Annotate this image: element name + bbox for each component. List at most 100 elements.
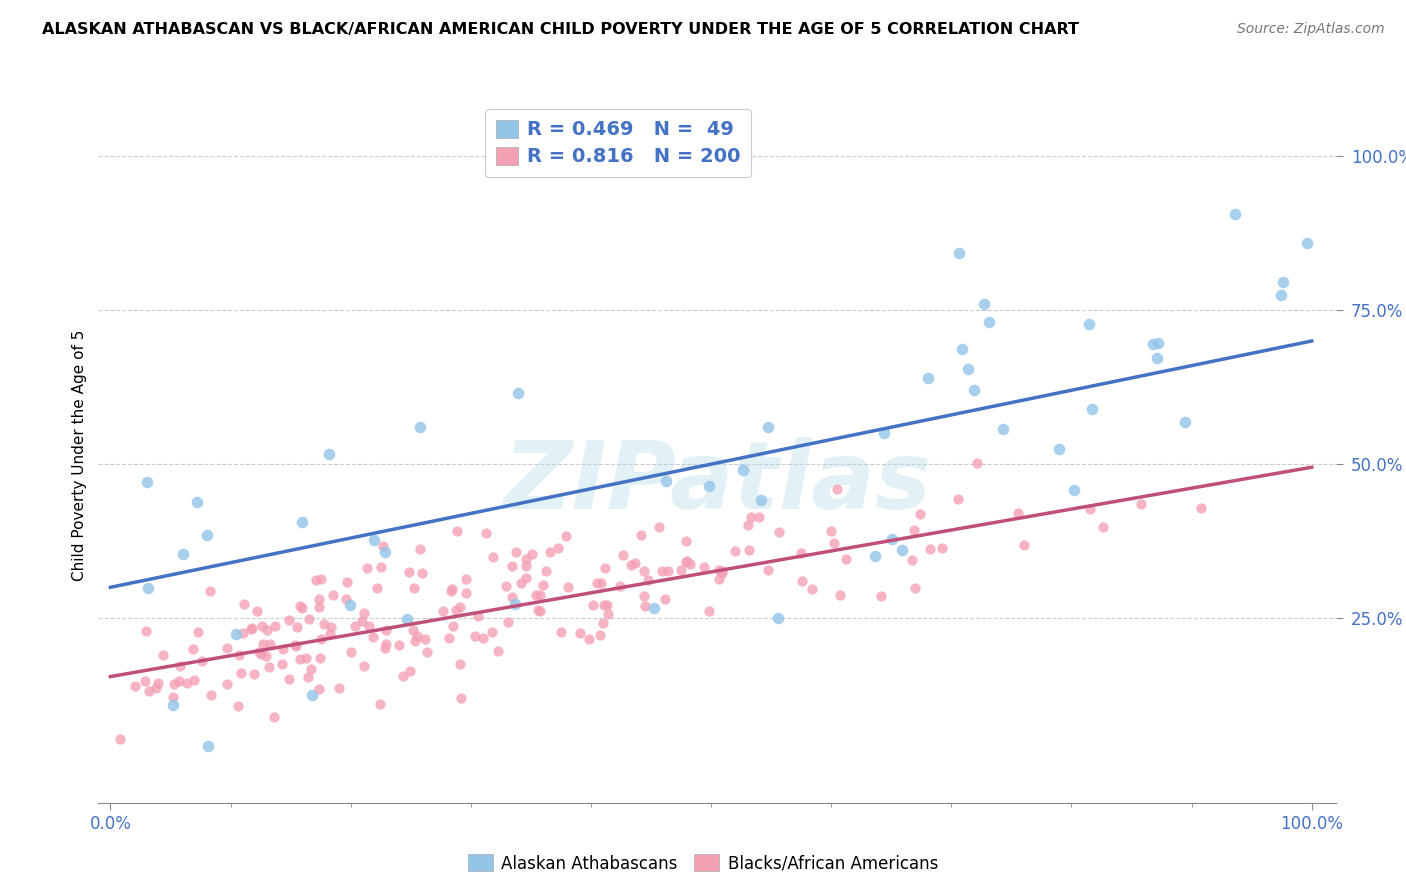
Point [830,589,852,603]
Point [402,623,425,637]
Point [309,632,332,646]
Point [169,674,191,689]
Point [366,581,388,595]
Point [593,561,616,575]
Point [318,447,340,461]
Point [768,524,790,539]
Point [374,624,396,638]
Point [634,599,657,614]
Point [353,606,375,620]
Point [835,552,858,566]
Point [1271,276,1294,290]
Point [225,626,247,640]
Point [162,698,184,713]
Point [454,586,477,600]
Point [707,562,730,576]
Point [538,545,561,559]
Point [592,616,614,631]
Point [409,542,432,557]
Point [612,549,634,563]
Point [339,645,361,659]
Point [1078,318,1101,332]
Point [229,666,252,681]
Point [823,536,845,550]
Point [555,529,578,543]
Point [749,492,772,507]
Point [529,588,551,602]
Point [679,558,702,572]
Point [948,246,970,260]
Point [515,552,537,566]
Point [472,631,495,645]
Point [676,553,699,567]
Point [524,588,547,602]
Point [950,342,973,356]
Point [529,604,551,618]
Point [1189,500,1212,515]
Point [284,638,307,652]
Point [515,559,537,574]
Point [711,566,734,580]
Point [870,589,893,603]
Point [285,620,308,634]
Point [246,604,269,618]
Point [481,624,503,639]
Point [901,553,924,567]
Point [1270,288,1292,302]
Point [655,474,678,488]
Point [503,597,526,611]
Point [444,603,467,617]
Point [979,315,1001,329]
Point [1142,337,1164,351]
Point [411,566,433,581]
Point [569,625,592,640]
Point [322,588,344,602]
Point [863,549,886,563]
Point [413,632,436,647]
Point [450,690,472,705]
Point [138,581,160,595]
Point [146,676,169,690]
Point [309,651,332,665]
Point [740,510,762,524]
Point [531,578,554,592]
Point [1091,520,1114,534]
Point [596,598,619,612]
Point [654,591,676,606]
Point [350,614,373,628]
Point [374,545,396,559]
Y-axis label: Child Poverty Under the Age of 5: Child Poverty Under the Age of 5 [72,329,87,581]
Point [256,623,278,637]
Point [398,565,420,579]
Point [737,518,759,533]
Point [291,601,314,615]
Point [609,579,631,593]
Point [284,639,307,653]
Point [278,613,301,627]
Point [1296,236,1319,251]
Point [966,456,988,470]
Point [416,645,439,659]
Point [581,598,603,612]
Point [441,582,464,597]
Point [233,598,256,612]
Point [172,547,194,561]
Point [152,648,174,662]
Point [1129,497,1152,511]
Point [247,645,270,659]
Point [766,611,789,625]
Point [467,608,489,623]
Point [515,571,537,585]
Point [593,598,616,612]
Point [135,624,157,638]
Point [449,657,471,672]
Point [373,539,395,553]
Point [454,572,477,586]
Point [339,599,361,613]
Point [731,463,754,477]
Text: ALASKAN ATHABASCAN VS BLACK/AFRICAN AMERICAN CHILD POVERTY UNDER THE AGE OF 5 CO: ALASKAN ATHABASCAN VS BLACK/AFRICAN AMER… [42,22,1080,37]
Point [406,629,429,643]
Point [1223,207,1246,221]
Point [191,654,214,668]
Point [449,599,471,614]
